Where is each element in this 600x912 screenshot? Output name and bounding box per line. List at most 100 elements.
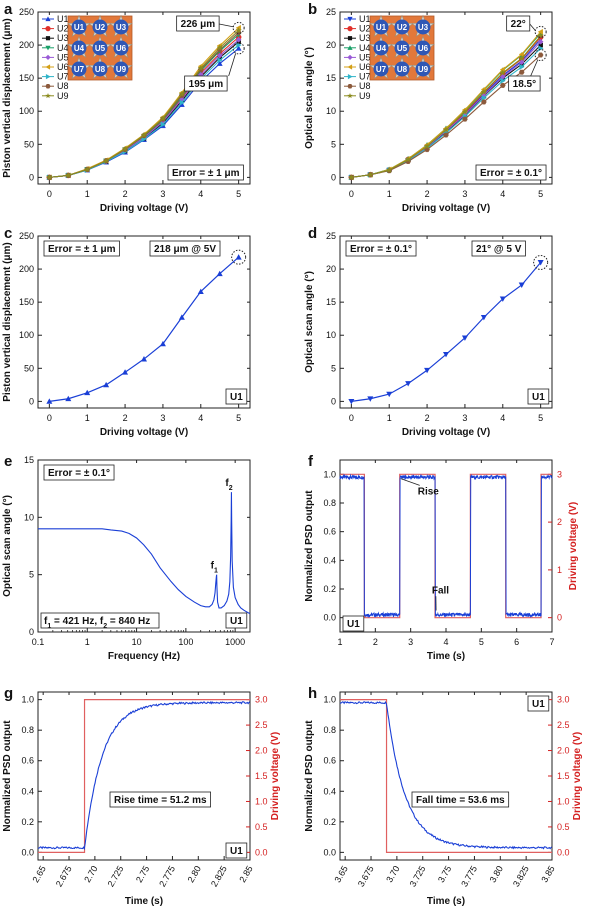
legend-label-U3: U3 (359, 33, 371, 43)
chip-label: U5 (95, 44, 106, 53)
legend-marker-U9 (347, 92, 353, 99)
panel-letter-b: b (308, 1, 317, 18)
x-tick-label-h: 3.80 (488, 864, 505, 884)
panel-letter-e: e (4, 453, 12, 470)
device-tag-e-box (225, 612, 248, 629)
chip-mirror (373, 61, 389, 77)
freq-label-e: f1 = 421 Hz, f2 = 840 Hz (40, 612, 160, 630)
series-group-e: f1 f2 Error = ± 0.1° f1 = 421 Hz, f2 = 840 … (38, 464, 251, 630)
data-point-b-U5 (537, 38, 544, 45)
y-tick-label-d: 0 (331, 396, 336, 406)
device-tag-f: U1 (342, 615, 365, 632)
y-tick-label-right-g: 0.5 (255, 822, 268, 832)
panel-letter-a: a (4, 1, 13, 18)
data-point-a-U1 (216, 60, 223, 66)
x-tick-label-c: 0 (47, 413, 52, 423)
x-tick-label-g: 2.825 (209, 864, 229, 889)
y-tick-label-right-h: 0.0 (557, 847, 570, 857)
chip-mirror (113, 19, 129, 35)
legend-marker-U8 (45, 83, 51, 89)
time-label-h-box (411, 791, 510, 808)
y-tick-label-right-g: 1.5 (255, 771, 268, 781)
data-point-b-U9 (348, 173, 355, 181)
data-point-a-U9 (140, 131, 148, 138)
x-tick-label-d: 2 (425, 413, 430, 423)
device-array-inset-b: U1 U2 U3 U4 U5 U6 U7 U8 U9 (369, 14, 435, 81)
callout-a-top-box (176, 15, 220, 32)
y-tick-label-d: 10 (326, 330, 336, 340)
data-point-c (235, 254, 242, 260)
error-label-b-text: Error = ± 0.1° (480, 168, 542, 179)
chip-label: U3 (116, 23, 127, 32)
x-tick-label-a: 4 (198, 189, 203, 199)
data-point-b-U7 (519, 63, 525, 70)
x-tick-label-h: 3.725 (408, 864, 428, 889)
chip-label: U1 (74, 23, 85, 32)
error-label-e-box (43, 464, 115, 481)
error-label-c-text: Error = ± 1 μm (48, 244, 116, 255)
data-point-a-U9 (121, 145, 129, 152)
y-axis-label-d: Optical scan angle (°) (304, 271, 315, 373)
y-tick-label-right-g: 2.0 (255, 746, 268, 756)
y-tick-label-e: 5 (29, 570, 34, 580)
chip-label: U4 (74, 44, 85, 53)
chip-mirror (113, 40, 129, 56)
legend-marker-U1 (45, 16, 51, 22)
data-point-b-U8 (443, 132, 449, 138)
error-label-e: Error = ± 0.1° (43, 464, 115, 481)
series-group-f: Rise Fall U1 (339, 473, 553, 632)
data-point-a-U5 (235, 36, 242, 43)
y-axis-label-c: Piston vertical displacement (μm) (2, 242, 13, 402)
data-point-c (216, 270, 223, 277)
y-tick-label-right-g: 3.0 (255, 695, 268, 705)
x-tick-label-c: 4 (198, 413, 203, 423)
chip-mirror (415, 19, 431, 35)
callout-c-box (149, 240, 221, 257)
x-tick-label-g: 2.725 (106, 864, 126, 889)
callout-arrow-a (219, 23, 234, 28)
legend-label-U6: U6 (359, 62, 371, 72)
chip-label: U3 (418, 23, 429, 32)
device-tag-e-text: U1 (230, 616, 243, 627)
y-axis-label-h: Normalized PSD output (304, 720, 315, 832)
x-tick-label-h: 3.75 (436, 864, 453, 884)
time-label-h: Fall time = 53.6 ms (411, 791, 510, 808)
error-label-d: Error = ± 0.1° (345, 240, 417, 257)
legend-marker-U7 (45, 74, 51, 80)
axes-b: b 0 1 2 3 4 5 0 5 10 15 20 25 Driving voltage (V) Opti… (304, 1, 553, 214)
x-tick-label-g: 2.775 (157, 864, 177, 889)
data-point-a-U9 (235, 27, 242, 34)
chip-mirror (92, 40, 108, 56)
data-point-d (424, 367, 431, 374)
y-tick-label-f: 0.4 (323, 555, 336, 565)
callout-b-top-box (506, 15, 531, 32)
legend-label-U9: U9 (359, 91, 371, 101)
chip-mirror (92, 61, 108, 77)
chip-label: U5 (397, 44, 408, 53)
x-tick-label-e: 0.1 (32, 637, 45, 647)
x-tick-label-f: 5 (479, 637, 484, 647)
error-label-e-text: Error = ± 0.1° (48, 468, 110, 479)
y-tick-label-c: 250 (19, 231, 34, 241)
y-tick-label-right-g: 1.0 (255, 796, 268, 806)
freq-label-box (40, 612, 160, 629)
x-tick-label-c: 2 (123, 413, 128, 423)
psd-output-trace (37, 700, 251, 851)
legend-label-U2: U2 (359, 24, 371, 34)
data-point-b-U9 (537, 32, 544, 39)
chip-label: U7 (74, 65, 85, 74)
legend-label-U5: U5 (359, 52, 371, 62)
data-point-b-U7 (481, 95, 487, 101)
legend-marker-U8 (347, 83, 353, 89)
panel-letter-g: g (4, 685, 13, 702)
y-tick-label-right-h: 1.5 (557, 771, 570, 781)
legend-marker-U9 (45, 92, 51, 99)
data-point-c (84, 389, 91, 396)
data-point-d (405, 381, 412, 387)
x-axis-label-a: Driving voltage (V) (100, 203, 188, 214)
y-axis-label-right-f: Driving voltage (V) (568, 502, 579, 590)
